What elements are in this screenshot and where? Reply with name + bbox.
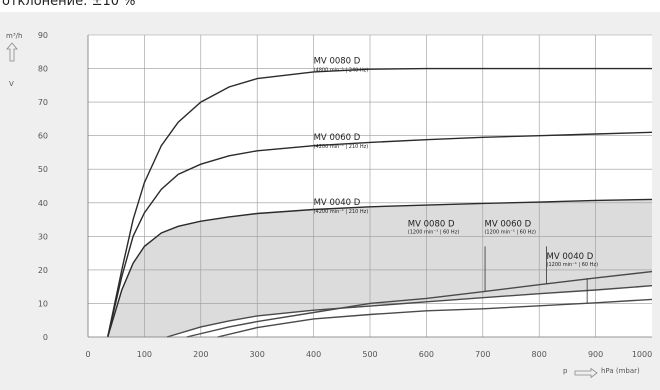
shaded-region bbox=[107, 199, 652, 337]
y-tick-label: 50 bbox=[38, 165, 48, 174]
curves-layer bbox=[107, 67, 653, 338]
axes-layer: 0 100 200 300 400 500 600 700 800 900 1000 0 10 20 30 4… bbox=[6, 31, 652, 379]
y-axis-arrow-icon bbox=[6, 42, 18, 62]
y-tick-label: 20 bbox=[38, 266, 48, 275]
x-axis-symbol: p bbox=[563, 367, 568, 375]
y-tick-label: 80 bbox=[38, 65, 48, 74]
y-axis-label: m³/h bbox=[6, 32, 22, 40]
x-tick-label: 1000 bbox=[632, 350, 652, 359]
series-label: MV 0040 D bbox=[314, 198, 361, 208]
header-text: отклонение: ±10 % bbox=[2, 0, 136, 9]
series-line bbox=[217, 298, 653, 338]
series-label: MV 0060 D bbox=[314, 133, 361, 143]
x-tick-label: 100 bbox=[137, 350, 152, 359]
y-tick-label: 30 bbox=[38, 232, 48, 241]
series-sublabel: (4200 min⁻¹ | 210 Hz) bbox=[314, 144, 369, 150]
x-tick-label: 0 bbox=[85, 350, 90, 359]
series-sublabel: (1200 min⁻¹ | 60 Hz) bbox=[408, 229, 460, 235]
y-axis-symbol: V bbox=[9, 80, 14, 88]
x-axis-arrow-icon bbox=[574, 367, 598, 379]
series-line bbox=[107, 131, 653, 338]
x-tick-label: 600 bbox=[419, 350, 434, 359]
series-line bbox=[166, 285, 653, 338]
header-caption: отклонение: ±10 % bbox=[0, 0, 660, 12]
series-sublabel: (1200 min⁻¹ | 60 Hz) bbox=[484, 229, 536, 235]
y-tick-label: 10 bbox=[38, 299, 48, 308]
series-label: MV 0060 D bbox=[484, 219, 531, 229]
x-tick-label: 800 bbox=[532, 350, 547, 359]
x-tick-label: 400 bbox=[306, 350, 321, 359]
x-tick-label: 700 bbox=[475, 350, 490, 359]
x-tick-label: 200 bbox=[193, 350, 208, 359]
y-tick-label: 60 bbox=[38, 132, 48, 141]
x-tick-label: 900 bbox=[588, 350, 603, 359]
y-tick-label: 0 bbox=[43, 333, 48, 342]
series-label: MV 0080 D bbox=[408, 219, 455, 229]
series-label: MV 0080 D bbox=[314, 57, 361, 67]
series-sublabel: (4200 min⁻¹ | 210 Hz) bbox=[314, 209, 369, 215]
x-tick-label: 300 bbox=[250, 350, 265, 359]
x-tick-label: 500 bbox=[362, 350, 377, 359]
series-line bbox=[107, 67, 652, 338]
y-tick-label: 40 bbox=[38, 199, 48, 208]
y-tick-label: 90 bbox=[38, 31, 48, 40]
series-label: MV 0040 D bbox=[547, 252, 594, 262]
series-line bbox=[107, 198, 653, 338]
series-sublabel: (1200 min⁻¹ | 60 Hz) bbox=[547, 262, 599, 268]
labels-layer: MV 0080 D(4800 min⁻¹ | 240 Hz)MV 0060 D(… bbox=[314, 57, 598, 304]
series-line bbox=[186, 270, 653, 338]
y-tick-label: 70 bbox=[38, 98, 48, 107]
series-sublabel: (4800 min⁻¹ | 240 Hz) bbox=[314, 68, 369, 74]
x-axis-label: hPa (mbar) bbox=[601, 367, 640, 375]
